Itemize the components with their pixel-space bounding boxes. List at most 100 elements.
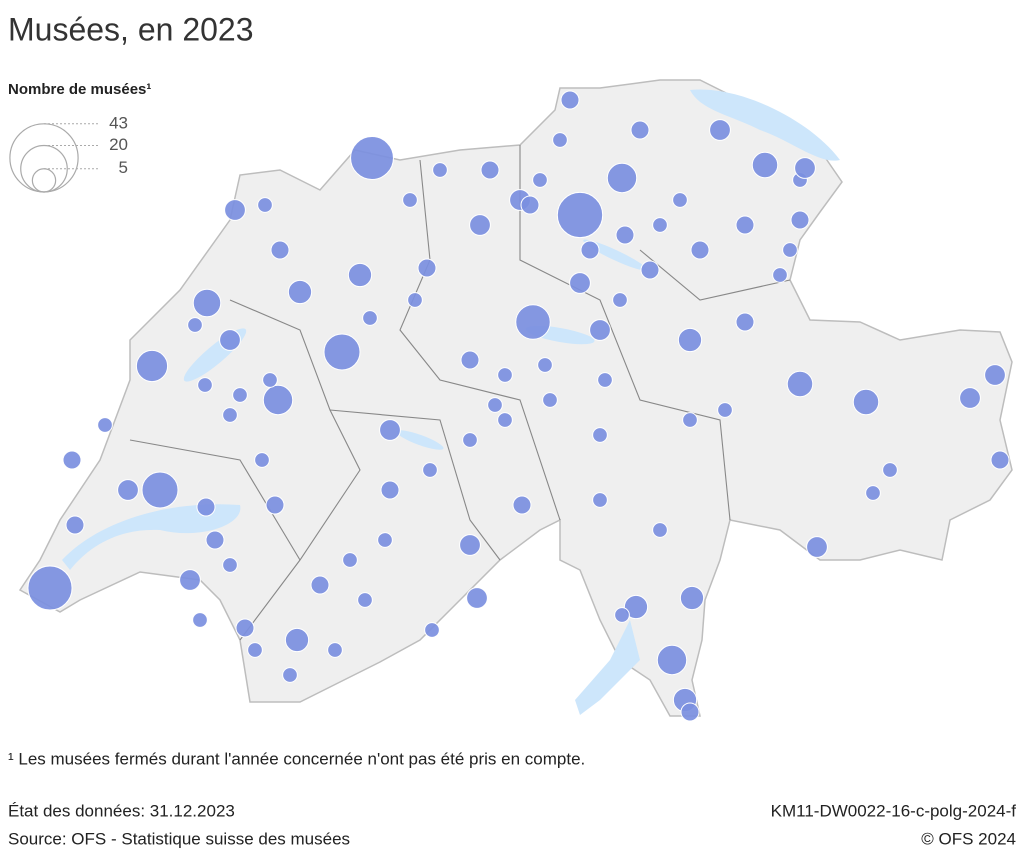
museum-bubble xyxy=(782,242,798,258)
museum-bubble xyxy=(606,162,638,194)
museum-bubble xyxy=(459,534,481,556)
museum-bubble xyxy=(515,304,551,340)
museum-bubble xyxy=(117,479,139,501)
museum-bubble xyxy=(612,292,628,308)
museum-bubble xyxy=(806,536,828,558)
museum-bubble xyxy=(192,288,222,318)
museum-bubble xyxy=(597,372,613,388)
museum-bubble xyxy=(984,364,1006,386)
lake-constance xyxy=(690,89,840,161)
museum-bubble xyxy=(480,160,500,180)
museum-bubble xyxy=(497,367,513,383)
museum-bubble xyxy=(432,162,448,178)
museum-bubble xyxy=(65,515,85,535)
legend: 43 20 5 xyxy=(9,113,128,193)
museum-bubble xyxy=(362,310,378,326)
museum-bubble xyxy=(205,530,225,550)
copyright: © OFS 2024 xyxy=(921,829,1016,848)
museum-bubble xyxy=(735,215,755,235)
museum-bubble xyxy=(537,357,553,373)
title: Musées, en 2023 xyxy=(8,11,254,47)
museum-bubble xyxy=(342,552,358,568)
museum-bubble xyxy=(786,370,814,398)
museum-bubble xyxy=(284,627,310,653)
museum-bubble xyxy=(580,240,600,260)
museum-bubble xyxy=(656,644,688,676)
museum-bubble xyxy=(380,480,400,500)
legend-label: 43 xyxy=(109,113,128,132)
museum-bubble xyxy=(222,557,238,573)
museum-bubble xyxy=(192,612,208,628)
lake-geneva xyxy=(62,504,241,570)
museum-bubble xyxy=(677,327,703,353)
legend-label: 5 xyxy=(119,158,128,177)
museum-bubble xyxy=(717,402,733,418)
museum-bubble xyxy=(589,319,611,341)
museum-bubble xyxy=(197,377,213,393)
museum-bubble xyxy=(377,532,393,548)
museum-bubble xyxy=(959,387,981,409)
canton-borders xyxy=(129,145,791,641)
museum-bubble xyxy=(751,151,779,179)
museum-bubble xyxy=(735,312,755,332)
data-status: État des données: 31.12.2023 xyxy=(8,801,235,820)
museum-bubble xyxy=(560,90,580,110)
museum-bubble xyxy=(97,417,113,433)
museum-bubble xyxy=(592,427,608,443)
museum-bubbles xyxy=(27,90,1010,722)
museum-bubble xyxy=(196,497,216,517)
museum-bubble xyxy=(652,217,668,233)
museum-bubble xyxy=(520,195,540,215)
museum-bubble xyxy=(422,462,438,478)
museum-bubble xyxy=(512,495,532,515)
legend-circle xyxy=(9,123,79,193)
museum-bubble xyxy=(247,642,263,658)
museum-bubble xyxy=(141,471,179,509)
museum-bubble xyxy=(417,258,437,278)
museum-bubble xyxy=(262,384,294,416)
museum-bubble xyxy=(680,702,700,722)
museum-bubble xyxy=(254,452,270,468)
museum-bubble xyxy=(357,592,373,608)
museum-bubble xyxy=(709,119,731,141)
lake-maggiore xyxy=(575,620,640,715)
museum-bubble xyxy=(262,372,278,388)
museum-bubble xyxy=(852,388,880,416)
museum-bubble xyxy=(224,199,246,221)
museum-bubble xyxy=(615,225,635,245)
museum-bubble xyxy=(630,120,650,140)
museum-bubble xyxy=(327,642,343,658)
legend-label: 20 xyxy=(109,135,128,154)
museum-bubble xyxy=(690,240,710,260)
museum-bubble xyxy=(257,197,273,213)
museum-bubble xyxy=(592,492,608,508)
museum-bubble xyxy=(466,587,488,609)
museum-bubble xyxy=(672,192,688,208)
museum-bubble xyxy=(270,240,290,260)
source: Source: OFS - Statistique suisse des mus… xyxy=(8,829,350,848)
legend-title: Nombre de musées¹ xyxy=(8,81,151,98)
museum-bubble xyxy=(865,485,881,501)
museum-bubble xyxy=(640,260,660,280)
museum-bubble xyxy=(407,292,423,308)
museum-bubble xyxy=(469,214,491,236)
museum-bubble xyxy=(569,272,591,294)
museum-bubble xyxy=(235,618,255,638)
museum-bubble xyxy=(882,462,898,478)
museum-bubble xyxy=(542,392,558,408)
museum-bubble xyxy=(460,350,480,370)
museum-bubble xyxy=(310,575,330,595)
museum-bubble xyxy=(990,450,1010,470)
museum-bubble xyxy=(487,397,503,413)
museum-bubble xyxy=(402,192,418,208)
museum-bubble xyxy=(552,132,568,148)
museum-bubble xyxy=(532,172,548,188)
museum-bubble xyxy=(287,279,313,305)
footnote: ¹ Les musées fermés durant l'année conce… xyxy=(8,749,585,768)
museum-bubble xyxy=(323,333,361,371)
museum-bubble xyxy=(219,329,241,351)
museum-bubble xyxy=(652,522,668,538)
museum-bubble xyxy=(772,267,788,283)
museum-bubble xyxy=(497,412,513,428)
